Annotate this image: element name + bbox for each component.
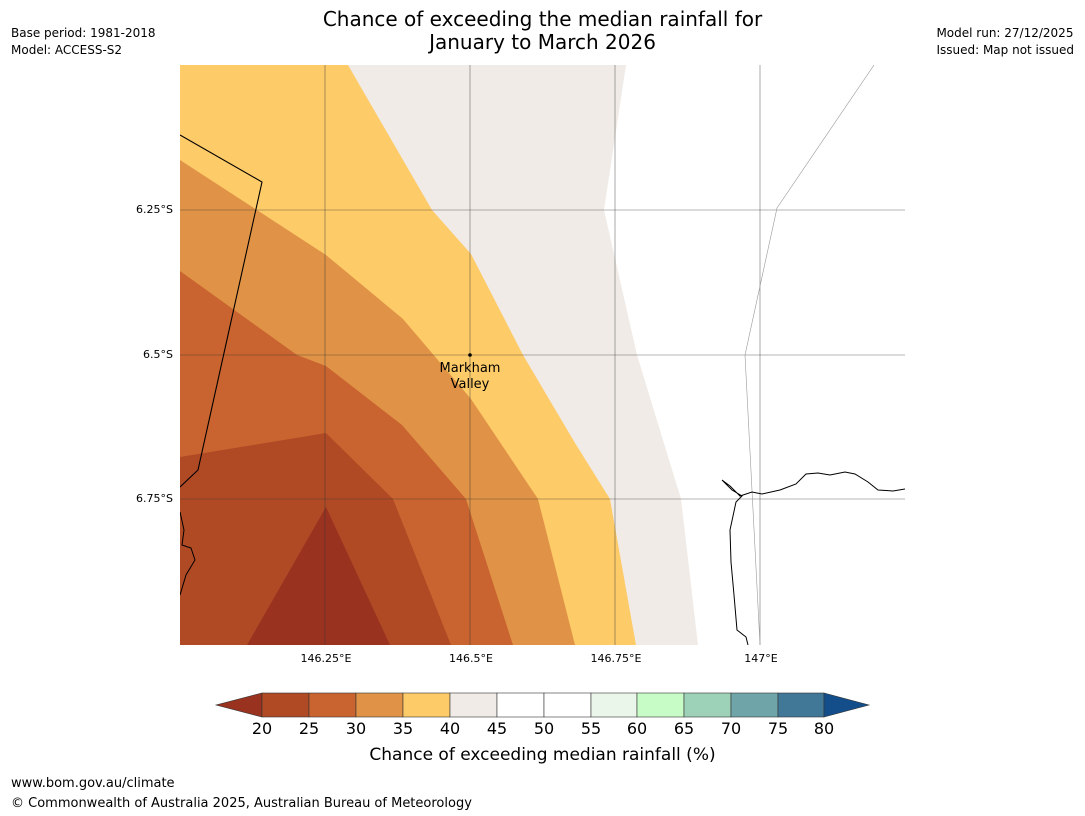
colorbar-tick-50: 50 bbox=[533, 719, 555, 738]
place-marker bbox=[468, 353, 472, 357]
meta-left: Base period: 1981-2018 Model: ACCESS-S2 bbox=[11, 25, 156, 59]
colorbar-tick-30: 30 bbox=[345, 719, 367, 738]
colorbar-segment-20-25 bbox=[261, 692, 310, 718]
lon-label-146-25: 146.25°E bbox=[301, 652, 352, 665]
colorbar-segment-40-45 bbox=[449, 692, 498, 718]
footer-url[interactable]: www.bom.gov.au/climate bbox=[11, 776, 175, 791]
colorbar-segment-below-20 bbox=[214, 692, 263, 718]
coastline-right bbox=[721, 471, 905, 645]
colorbar bbox=[214, 692, 871, 718]
footer-copyright: © Commonwealth of Australia 2025, Austra… bbox=[11, 796, 472, 811]
colorbar-tick-25: 25 bbox=[298, 719, 320, 738]
map-frame: Markham Valley bbox=[180, 65, 905, 645]
colorbar-segment-35-40 bbox=[402, 692, 451, 718]
colorbar-tick-80: 80 bbox=[813, 719, 835, 738]
colorbar-tick-35: 35 bbox=[392, 719, 414, 738]
boundary-line-right bbox=[744, 65, 875, 645]
colorbar-tick-40: 40 bbox=[439, 719, 461, 738]
map-title-line1: Chance of exceeding the median rainfall … bbox=[322, 7, 763, 31]
model-name: Model: ACCESS-S2 bbox=[11, 43, 123, 57]
model-run: Model run: 27/12/2025 bbox=[936, 26, 1074, 40]
district-boundary bbox=[180, 134, 263, 488]
lon-label-146-5: 146.5°E bbox=[449, 652, 493, 665]
colorbar-tick-65: 65 bbox=[673, 719, 695, 738]
colorbar-tick-75: 75 bbox=[767, 719, 789, 738]
colorbar-tick-20: 20 bbox=[251, 719, 273, 738]
colorbar-title: Chance of exceeding median rainfall (%) bbox=[369, 745, 716, 765]
place-label-line2: Valley bbox=[451, 377, 490, 392]
colorbar-segment-45-50 bbox=[496, 692, 545, 718]
region-below-20 bbox=[247, 507, 390, 645]
colorbar-tick-70: 70 bbox=[720, 719, 742, 738]
place-label-line1: Markham bbox=[440, 361, 501, 376]
colorbar-tick-60: 60 bbox=[626, 719, 648, 738]
lat-label-6-75: 6.75°S bbox=[136, 492, 173, 505]
colorbar-segment-60-65 bbox=[636, 692, 685, 718]
colorbar-segment-65-70 bbox=[683, 692, 732, 718]
coastline-left bbox=[180, 511, 196, 596]
colorbar-segment-25-30 bbox=[308, 692, 357, 718]
colorbar-segment-70-75 bbox=[730, 692, 779, 718]
lon-label-147: 147°E bbox=[744, 652, 777, 665]
colorbar-segment-50-55 bbox=[543, 692, 592, 718]
map-title-line2: January to March 2026 bbox=[429, 30, 656, 54]
meta-right: Model run: 27/12/2025 Issued: Map not is… bbox=[936, 25, 1074, 59]
lon-label-146-75: 146.75°E bbox=[591, 652, 642, 665]
colorbar-segment-75-80 bbox=[777, 692, 825, 718]
map-title: Chance of exceeding the median rainfall … bbox=[0, 8, 1085, 54]
colorbar-segment-above-80 bbox=[823, 692, 871, 718]
colorbar-segment-30-35 bbox=[355, 692, 404, 718]
colorbar-tick-45: 45 bbox=[486, 719, 508, 738]
colorbar-tick-55: 55 bbox=[580, 719, 602, 738]
lat-label-6-5: 6.5°S bbox=[143, 348, 173, 361]
base-period: Base period: 1981-2018 bbox=[11, 26, 156, 40]
lat-label-6-25: 6.25°S bbox=[136, 203, 173, 216]
issued-status: Issued: Map not issued bbox=[936, 43, 1074, 57]
colorbar-segment-55-60 bbox=[590, 692, 638, 718]
